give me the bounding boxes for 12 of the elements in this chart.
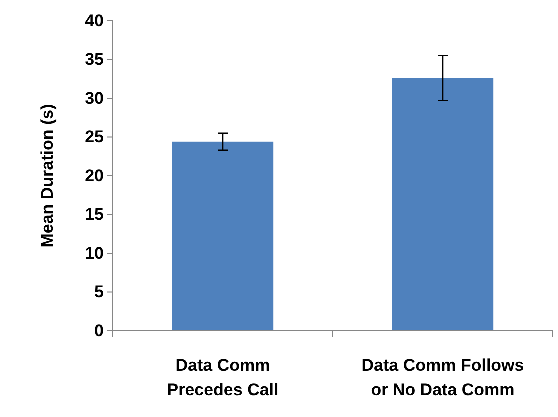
y-tick-label: 20 — [85, 166, 104, 186]
y-tick-label: 30 — [85, 88, 104, 108]
y-tick-label: 40 — [85, 11, 104, 30]
y-tick-label: 25 — [85, 128, 104, 147]
y-tick-label: 5 — [94, 282, 104, 302]
x-tick-label: Data Comm Follows or No Data Comm — [362, 356, 524, 400]
y-tick-label: 10 — [85, 244, 104, 263]
y-axis-title: Mean Duration (s) — [38, 104, 57, 248]
y-tick-label: 0 — [94, 321, 104, 340]
y-tick-label: 35 — [85, 50, 104, 70]
y-tick-label: 15 — [85, 205, 104, 224]
x-tick-label: Data Comm Precedes Call — [167, 356, 279, 400]
